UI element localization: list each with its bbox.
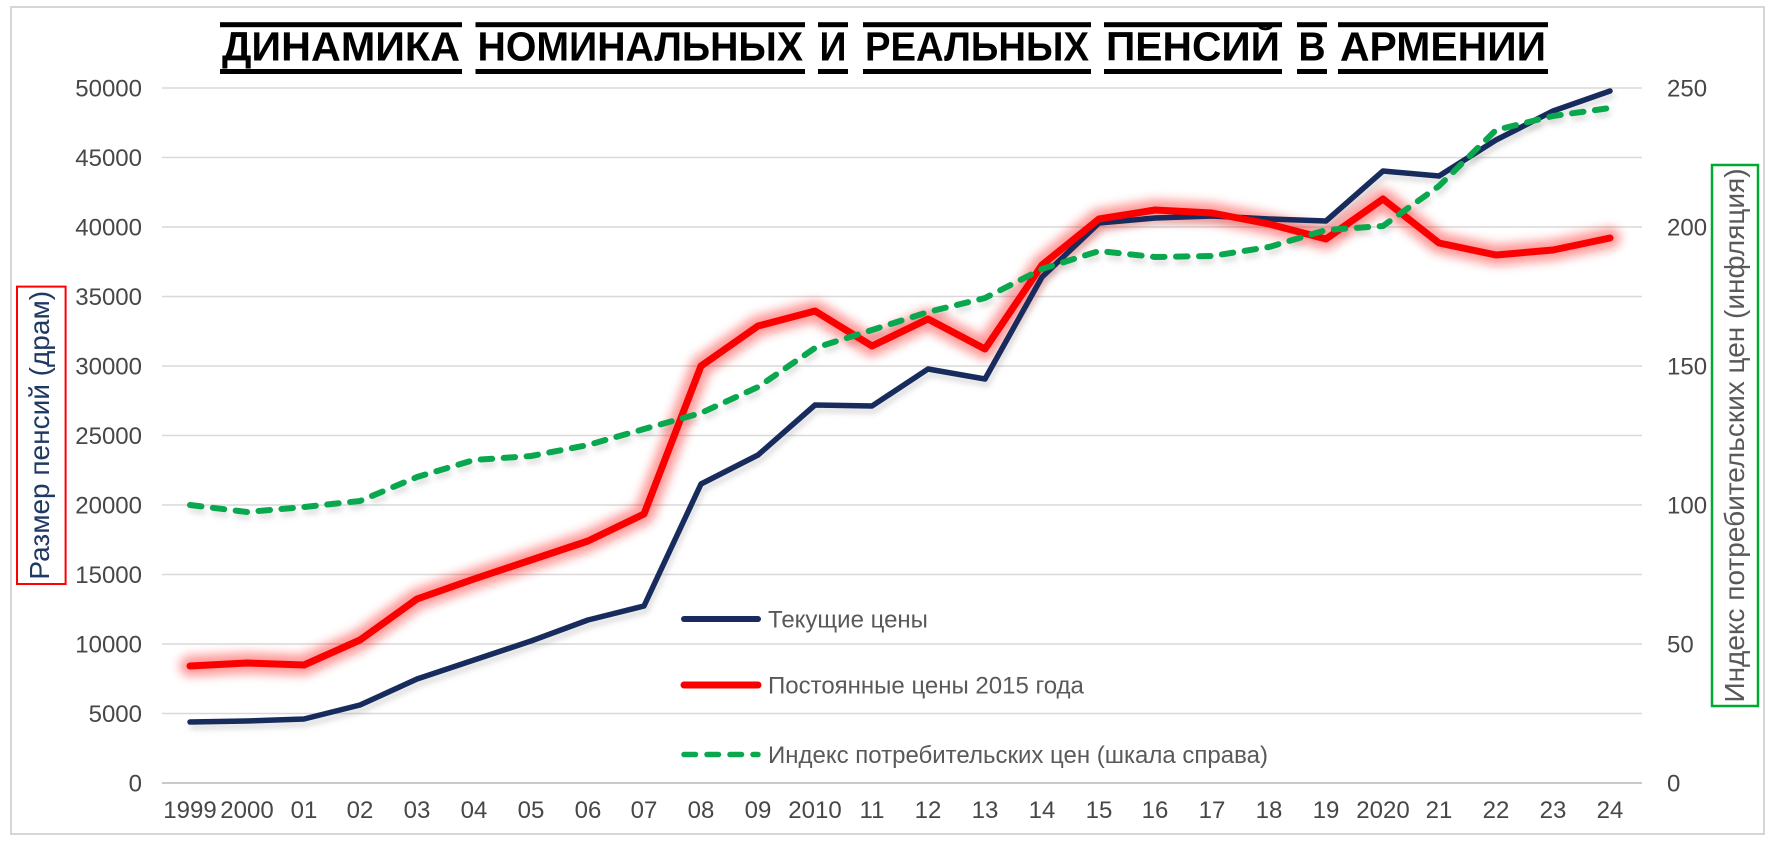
svg-text:150: 150 [1667, 354, 1707, 381]
svg-text:04: 04 [461, 797, 488, 824]
svg-text:20000: 20000 [75, 493, 142, 520]
svg-text:Индекс потребительских цен (шк: Индекс потребительских цен (шкала справа… [768, 742, 1268, 769]
svg-text:09: 09 [745, 797, 772, 824]
svg-text:23: 23 [1540, 797, 1567, 824]
svg-text:АРМЕНИИ: АРМЕНИИ [1340, 24, 1546, 70]
svg-text:0: 0 [129, 771, 142, 798]
svg-text:06: 06 [575, 797, 602, 824]
svg-text:30000: 30000 [75, 354, 142, 381]
svg-text:08: 08 [688, 797, 715, 824]
svg-text:25000: 25000 [75, 423, 142, 450]
svg-text:5000: 5000 [89, 701, 142, 728]
svg-text:50000: 50000 [75, 76, 142, 103]
svg-text:РЕАЛЬНЫХ: РЕАЛЬНЫХ [865, 24, 1089, 70]
svg-text:01: 01 [291, 797, 318, 824]
svg-text:40000: 40000 [75, 215, 142, 242]
svg-text:1999: 1999 [163, 797, 216, 824]
svg-text:24: 24 [1597, 797, 1624, 824]
svg-text:14: 14 [1029, 797, 1056, 824]
svg-text:35000: 35000 [75, 284, 142, 311]
svg-text:18: 18 [1256, 797, 1283, 824]
svg-text:0: 0 [1667, 771, 1680, 798]
svg-text:Индекс потребительских цен (ин: Индекс потребительских цен (инфляция) [1719, 168, 1750, 702]
svg-text:ДИНАМИКА: ДИНАМИКА [222, 24, 460, 70]
svg-text:Постоянные цены 2015 года: Постоянные цены 2015 года [768, 673, 1085, 700]
svg-text:45000: 45000 [75, 145, 142, 172]
svg-text:05: 05 [518, 797, 545, 824]
svg-text:21: 21 [1426, 797, 1453, 824]
svg-text:2020: 2020 [1356, 797, 1409, 824]
svg-text:16: 16 [1142, 797, 1169, 824]
svg-text:15: 15 [1086, 797, 1113, 824]
svg-text:07: 07 [631, 797, 658, 824]
svg-text:2000: 2000 [220, 797, 273, 824]
svg-text:03: 03 [404, 797, 431, 824]
svg-text:2010: 2010 [788, 797, 841, 824]
svg-text:200: 200 [1667, 215, 1707, 242]
svg-text:НОМИНАЛЬНЫХ: НОМИНАЛЬНЫХ [478, 24, 804, 70]
svg-text:250: 250 [1667, 76, 1707, 103]
svg-text:Размер пенсий (драм): Размер пенсий (драм) [24, 291, 55, 580]
svg-text:100: 100 [1667, 493, 1707, 520]
svg-text:И: И [820, 24, 847, 70]
svg-text:12: 12 [915, 797, 942, 824]
svg-text:50: 50 [1667, 632, 1694, 659]
svg-text:13: 13 [972, 797, 999, 824]
svg-text:17: 17 [1199, 797, 1226, 824]
svg-text:В: В [1299, 24, 1326, 70]
svg-text:22: 22 [1483, 797, 1510, 824]
svg-text:15000: 15000 [75, 562, 142, 589]
svg-text:11: 11 [860, 797, 885, 824]
svg-text:10000: 10000 [75, 632, 142, 659]
svg-text:02: 02 [347, 797, 374, 824]
svg-text:19: 19 [1313, 797, 1340, 824]
svg-text:ПЕНСИЙ: ПЕНСИЙ [1106, 24, 1280, 70]
svg-text:Текущие цены: Текущие цены [768, 607, 928, 634]
